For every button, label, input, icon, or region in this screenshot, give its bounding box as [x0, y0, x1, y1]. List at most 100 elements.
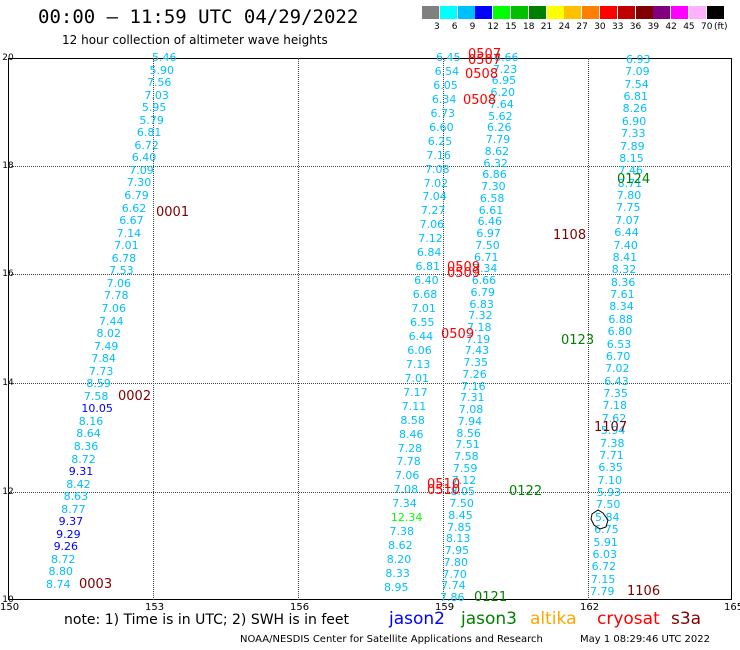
wave-height-value: 7.12: [451, 473, 477, 487]
wave-height-value: 7.01: [114, 239, 139, 253]
wave-height-value: 7.54: [624, 77, 649, 91]
wave-height-value: 6.67: [119, 214, 144, 228]
x-tick-label: 165: [724, 602, 740, 613]
wave-height-value: 7.30: [481, 180, 506, 194]
wave-height-value: 6.35: [598, 461, 623, 475]
wave-height-value: 6.72: [591, 560, 617, 574]
wave-height-value: 12.34: [390, 511, 423, 525]
wave-height-value: 7.08: [393, 483, 419, 497]
wave-height-value: 7.86: [440, 591, 465, 604]
wave-height-value: 8.16: [78, 414, 104, 428]
wave-height-value: 7.40: [613, 238, 638, 252]
pass-label: 0509: [447, 266, 481, 281]
wave-height-value: 7.80: [616, 189, 642, 203]
wave-height-value: 6.44: [614, 226, 639, 240]
wave-height-value: 9.31: [68, 465, 94, 479]
satellite-legend-item: s3a: [671, 609, 702, 629]
wave-height-value: 7.02: [423, 176, 449, 190]
wave-height-value: 7.35: [603, 387, 628, 401]
wave-height-value: 6.81: [415, 260, 440, 274]
wave-height-value: 7.15: [590, 572, 616, 586]
wave-height-value: 7.32: [468, 309, 493, 323]
colorbar-label: 33: [612, 22, 624, 32]
wave-height-value: 7.71: [599, 448, 624, 462]
wave-height-value: 7.23: [492, 62, 518, 76]
grid-line-vertical: [153, 58, 154, 600]
pass-label: 0122: [509, 484, 543, 499]
wave-height-value: 6.44: [408, 329, 434, 343]
wave-height-value: 8.72: [51, 552, 76, 566]
wave-height-value: 6.79: [470, 285, 496, 299]
wave-height-value: 8.95: [384, 581, 409, 594]
pass-label: 1107: [594, 420, 628, 435]
wave-height-value: 8.36: [610, 275, 636, 289]
wave-height-value: 7.61: [610, 288, 635, 302]
wave-height-value: 7.79: [590, 585, 615, 598]
wave-height-value: 6.55: [410, 316, 435, 329]
colorbar-swatch: [617, 6, 635, 19]
wave-height-value: 7.56: [146, 76, 172, 90]
colorbar-swatch: [564, 6, 582, 19]
wave-height-value: 6.20: [490, 86, 515, 100]
wave-height-value: 5.94: [600, 424, 626, 438]
wave-height-value: 6.84: [416, 246, 442, 260]
pass-label: 0508: [465, 67, 499, 82]
wave-height-value: 7.43: [464, 344, 490, 358]
pass-label: 0508: [463, 93, 497, 108]
colorbar-label: 24: [558, 22, 571, 32]
wave-height-value: 7.33: [620, 127, 646, 141]
wave-height-value: 7.06: [106, 276, 132, 290]
wave-height-value: 8.41: [612, 250, 638, 264]
wave-height-value: 7.30: [126, 176, 152, 190]
wave-height-value: 7.18: [467, 321, 492, 334]
wave-height-value: 6.40: [414, 274, 439, 288]
page-subtitle: 12 hour collection of altimeter wave hei…: [62, 33, 328, 47]
pass-label: 0121: [474, 590, 508, 605]
pass-label: 0509: [441, 327, 475, 342]
wave-height-value: 7.59: [452, 461, 478, 475]
wave-height-value: 6.26: [486, 121, 512, 135]
colorbar-label: 36: [629, 22, 642, 32]
wave-height-value: 7.79: [485, 133, 511, 147]
wave-height-value: 6.58: [479, 191, 505, 205]
wave-height-value: 6.80: [607, 325, 633, 339]
wave-height-value: 7.19: [465, 332, 491, 346]
wave-height-value: 7.50: [595, 498, 621, 512]
y-tick-label: 16: [2, 269, 14, 279]
island-outline: [590, 509, 609, 530]
wave-height-value: 7.28: [397, 441, 423, 455]
wave-height-value: 7.06: [101, 301, 127, 315]
wave-height-value: 9.29: [56, 527, 81, 541]
wave-height-value: 7.38: [389, 525, 414, 539]
colorbar-swatch: [671, 6, 689, 19]
wave-height-value: 7.17: [403, 385, 428, 399]
wave-height-value: 7.26: [462, 367, 487, 381]
colorbar-label: 21: [540, 22, 553, 32]
wave-height-value: 6.32: [483, 156, 508, 170]
grid-line-horizontal: [8, 166, 732, 167]
wave-height-value: 5.84: [595, 510, 620, 524]
pass-label: 0001: [156, 205, 190, 220]
wave-height-value: 6.06: [407, 343, 432, 357]
wave-height-value: 7.58: [454, 450, 479, 464]
colorbar-label: 27: [576, 22, 588, 32]
footer-timestamp: May 1 08:29:46 UTC 2022: [580, 634, 710, 645]
grid-line-horizontal: [8, 383, 732, 384]
colorbar-swatch: [689, 6, 706, 19]
pass-label: 0123: [561, 333, 595, 348]
wave-height-value: 7.73: [88, 364, 114, 378]
wave-height-value: 7.01: [411, 302, 436, 316]
wave-height-value: 8.74: [46, 578, 71, 591]
pass-label: 1108: [553, 228, 587, 243]
wave-height-value: 5.91: [593, 535, 618, 549]
pass-label: 0510: [427, 477, 461, 492]
wave-height-value: 8.71: [617, 176, 643, 190]
colorbar-swatch: [475, 6, 493, 19]
wave-height-value: 7.85: [447, 520, 472, 534]
colorbar-label: 6: [451, 22, 458, 32]
y-tick-label: 18: [2, 161, 14, 171]
wave-height-value: 7.95: [444, 544, 470, 558]
wave-height-value: 7.31: [459, 391, 485, 405]
wave-height-value: 6.68: [412, 288, 438, 302]
wave-height-value: 6.03: [592, 547, 618, 561]
